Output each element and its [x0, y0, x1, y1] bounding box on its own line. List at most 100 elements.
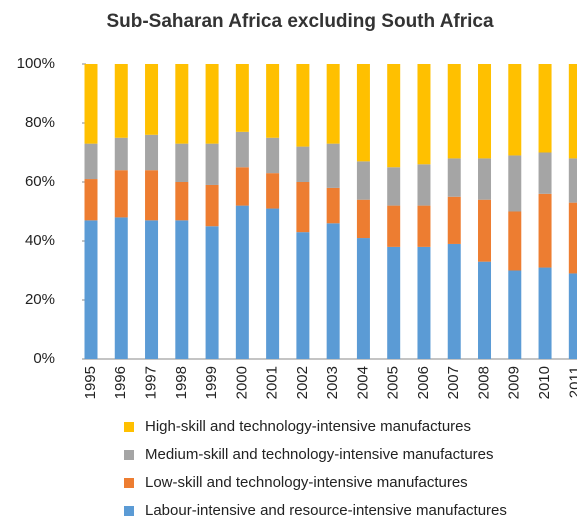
bar-segment [356, 64, 370, 162]
bar-segment [478, 261, 492, 359]
legend-swatch [124, 450, 134, 460]
bar-segment [417, 205, 431, 247]
bar-segment [447, 243, 461, 359]
legend-swatch [124, 506, 134, 516]
bar-segment [417, 64, 431, 165]
bar-segment [205, 184, 219, 227]
bar-segment [568, 158, 577, 203]
bar-segment [568, 273, 577, 359]
bar-segment [205, 226, 219, 359]
bar-segment [508, 270, 522, 359]
bar-segment [326, 143, 340, 188]
bar-segment [538, 152, 552, 194]
x-tick-label: 1995 [82, 366, 99, 399]
legend-label: High-skill and technology-intensive manu… [145, 418, 471, 435]
y-tick-label: 40% [25, 232, 55, 249]
bar-segment [538, 64, 552, 153]
bar-segment [387, 205, 401, 247]
y-tick-label: 100% [17, 55, 55, 72]
x-tick-label: 1996 [112, 366, 129, 399]
bar-segment [326, 223, 340, 359]
x-tick-label: 2001 [264, 366, 281, 399]
x-tick-label: 2002 [294, 366, 311, 399]
bar-segment [145, 170, 159, 221]
bar-segment [356, 238, 370, 359]
legend-swatch [124, 478, 134, 488]
bar-segment [235, 64, 249, 132]
bar-segment [266, 137, 280, 174]
legend-swatch [124, 422, 134, 432]
bar-segment [114, 217, 128, 359]
bar-segment [266, 208, 280, 359]
bar-segment [387, 246, 401, 359]
bar-segment [296, 64, 310, 147]
bar-segment [266, 173, 280, 209]
bar-segment [326, 187, 340, 224]
bar-segment [447, 196, 461, 244]
bar-segment [508, 155, 522, 212]
x-tick-label: 2008 [475, 366, 492, 399]
bar-segment [417, 246, 431, 359]
bar-segment [205, 143, 219, 185]
x-tick-label: 1998 [173, 366, 190, 399]
bar-segment [84, 179, 98, 221]
bar-segment [508, 64, 522, 156]
bar-segment [508, 211, 522, 271]
x-tick-label: 2007 [445, 366, 462, 399]
x-tick-label: 2010 [536, 366, 553, 399]
bar-segment [478, 158, 492, 200]
bar-segment [114, 137, 128, 171]
bar-segment [84, 220, 98, 359]
bar-segment [235, 205, 249, 359]
bar-segment [84, 143, 98, 180]
bar-segment [447, 158, 461, 197]
bar-segment [447, 64, 461, 159]
bar-segment [538, 193, 552, 268]
x-tick-label: 2006 [415, 366, 432, 399]
bar-segment [205, 64, 219, 144]
x-tick-label: 2005 [385, 366, 402, 399]
x-tick-label: 2000 [233, 366, 250, 399]
legend-label: Low-skill and technology-intensive manuf… [145, 474, 468, 491]
bar-segment [114, 170, 128, 218]
bar-segment [296, 232, 310, 359]
bar-segment [235, 167, 249, 206]
bar-segment [84, 64, 98, 144]
x-tick-label: 2004 [354, 366, 371, 399]
bar-segment [145, 134, 159, 171]
y-tick-label: 20% [25, 291, 55, 308]
bar-segment [326, 64, 340, 144]
bar-segment [417, 164, 431, 206]
x-tick-label: 2003 [324, 366, 341, 399]
legend-label: Medium-skill and technology-intensive ma… [145, 446, 494, 463]
bar-segment [266, 64, 280, 138]
bar-segment [145, 220, 159, 359]
bar-segment [114, 64, 128, 138]
bar-segment [296, 182, 310, 233]
bar-segment [175, 182, 189, 221]
bar-segment [235, 131, 249, 168]
y-tick-label: 60% [25, 173, 55, 190]
bar-segment [538, 267, 552, 359]
legend-label: Labour-intensive and resource-intensive … [145, 502, 507, 519]
bar-segment [145, 64, 159, 135]
x-tick-label: 1999 [203, 366, 220, 399]
bar-segment [175, 220, 189, 359]
bar-segment [568, 202, 577, 274]
bar-segment [387, 167, 401, 206]
bar-segment [478, 64, 492, 159]
y-tick-label: 0% [33, 350, 55, 367]
y-tick-label: 80% [25, 114, 55, 131]
chart-title: Sub-Saharan Africa excluding South Afric… [106, 11, 494, 32]
x-tick-label: 2009 [506, 366, 523, 399]
bar-segment [387, 64, 401, 168]
bar-segment [175, 143, 189, 182]
bar-segment [568, 64, 577, 159]
bar-segment [356, 199, 370, 239]
x-tick-label: 1997 [143, 366, 160, 399]
bar-segment [478, 199, 492, 262]
bar-segment [175, 64, 189, 144]
x-tick-label: 2011 [566, 366, 577, 398]
